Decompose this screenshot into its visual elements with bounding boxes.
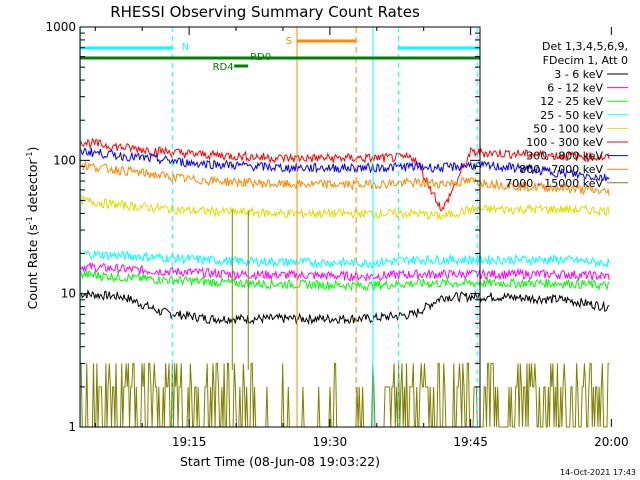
- night-label: N: [182, 42, 189, 53]
- series-5: [79, 137, 610, 212]
- legend-label: 6 - 12 keV: [547, 82, 603, 95]
- x-axis-label: Start Time (08-Jun-08 19:03:22): [180, 454, 380, 469]
- footer-timestamp: 14-Oct-2021 17:43: [560, 468, 636, 477]
- x-tick-label: 20:00: [594, 435, 629, 449]
- plot-frame: [79, 26, 481, 428]
- series-line-5-0: [79, 137, 610, 212]
- x-tick-label: 19:15: [172, 435, 207, 449]
- series-line-3-0: [79, 249, 610, 269]
- x-tick-label: 19:45: [453, 435, 488, 449]
- series-4: [79, 195, 610, 221]
- chart-title: RHESSI Observing Summary Count Rates: [110, 3, 420, 21]
- series-line-7-0: [79, 160, 610, 196]
- series-line-2-0: [80, 269, 610, 292]
- series-line-8-0: [80, 362, 610, 428]
- series-8: [80, 362, 610, 428]
- legend-label: 100 - 300 keV: [526, 136, 603, 149]
- legend-label: 50 - 100 keV: [533, 122, 603, 135]
- legend-label: 12 - 25 keV: [540, 95, 603, 108]
- series-line-1-0: [79, 261, 610, 283]
- legend-label: 3 - 6 keV: [554, 68, 603, 81]
- series-7: [79, 160, 610, 196]
- y-tick-label: 1000: [45, 20, 76, 34]
- legend-header-line1: Det 1,3,4,5,6,9,: [542, 40, 628, 53]
- y-axis: 1000 100 10 1: [45, 20, 480, 434]
- rd4-label: RD4: [213, 62, 234, 73]
- annotation-layer: N S RD0 RD4: [79, 27, 480, 427]
- legend-label: 25 - 50 keV: [540, 109, 603, 122]
- saa-label: S: [286, 36, 292, 47]
- x-tick-label: 19:30: [313, 435, 348, 449]
- y-axis-label: Count Rate (s-1 detector-1): [25, 147, 40, 310]
- series-6: [79, 146, 610, 182]
- series-1: [79, 261, 610, 283]
- series-2: [80, 269, 610, 292]
- series-3: [79, 249, 610, 269]
- plot-area: N S RD0 RD4: [79, 26, 610, 428]
- y-tick-label: 100: [53, 153, 76, 167]
- legend-label: 300 - 800 keV: [526, 150, 603, 163]
- legend-label: 800 - 7000 keV: [519, 163, 603, 176]
- y-tick-label: 1: [68, 420, 76, 434]
- series-line-0-0: [79, 288, 610, 326]
- legend-label: 7000 - 15000 keV: [505, 177, 603, 190]
- legend: Det 1,3,4,5,6,9, FDecim 1, Att 0 3 - 6 k…: [505, 40, 628, 190]
- series-line-6-0: [79, 146, 610, 182]
- series-0: [79, 288, 610, 326]
- rd0-label: RD0: [250, 52, 271, 63]
- legend-header-line2: FDecim 1, Att 0: [543, 54, 628, 67]
- series-line-4-0: [79, 195, 610, 221]
- y-tick-label: 10: [61, 287, 76, 301]
